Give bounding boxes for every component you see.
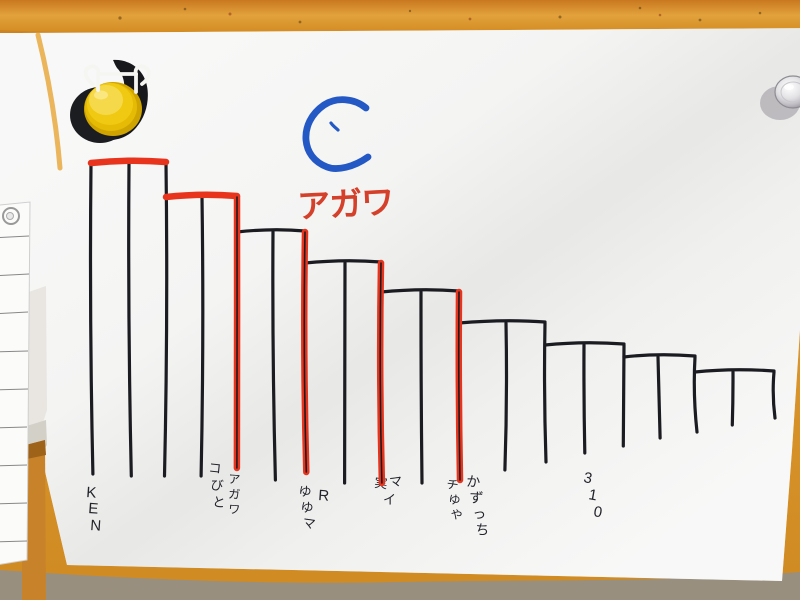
svg-text:K: K	[86, 484, 97, 502]
svg-text:コ: コ	[208, 460, 223, 476]
svg-text:ゆ: ゆ	[298, 483, 313, 500]
svg-text:E: E	[88, 500, 99, 518]
svg-text:っ: っ	[472, 505, 487, 522]
svg-text:マ: マ	[388, 473, 403, 490]
svg-text:ア: ア	[228, 472, 241, 487]
svg-text:び: び	[210, 477, 225, 493]
svg-text:ガ: ガ	[228, 487, 241, 502]
svg-text:R: R	[318, 487, 330, 505]
svg-text:マ: マ	[302, 515, 317, 532]
svg-text:N: N	[90, 517, 102, 535]
svg-text:ち: ち	[475, 521, 490, 538]
svg-text:ず: ず	[469, 489, 484, 506]
svg-text:ワ: ワ	[228, 502, 241, 517]
svg-text:や: や	[450, 507, 464, 523]
svg-text:か: か	[466, 473, 481, 490]
svg-text:ゆ: ゆ	[300, 499, 315, 516]
svg-text:ゆ: ゆ	[448, 492, 462, 508]
svg-text:アガワ: アガワ	[296, 183, 394, 225]
svg-text:イ: イ	[383, 492, 396, 507]
svg-text:と: と	[212, 494, 227, 510]
